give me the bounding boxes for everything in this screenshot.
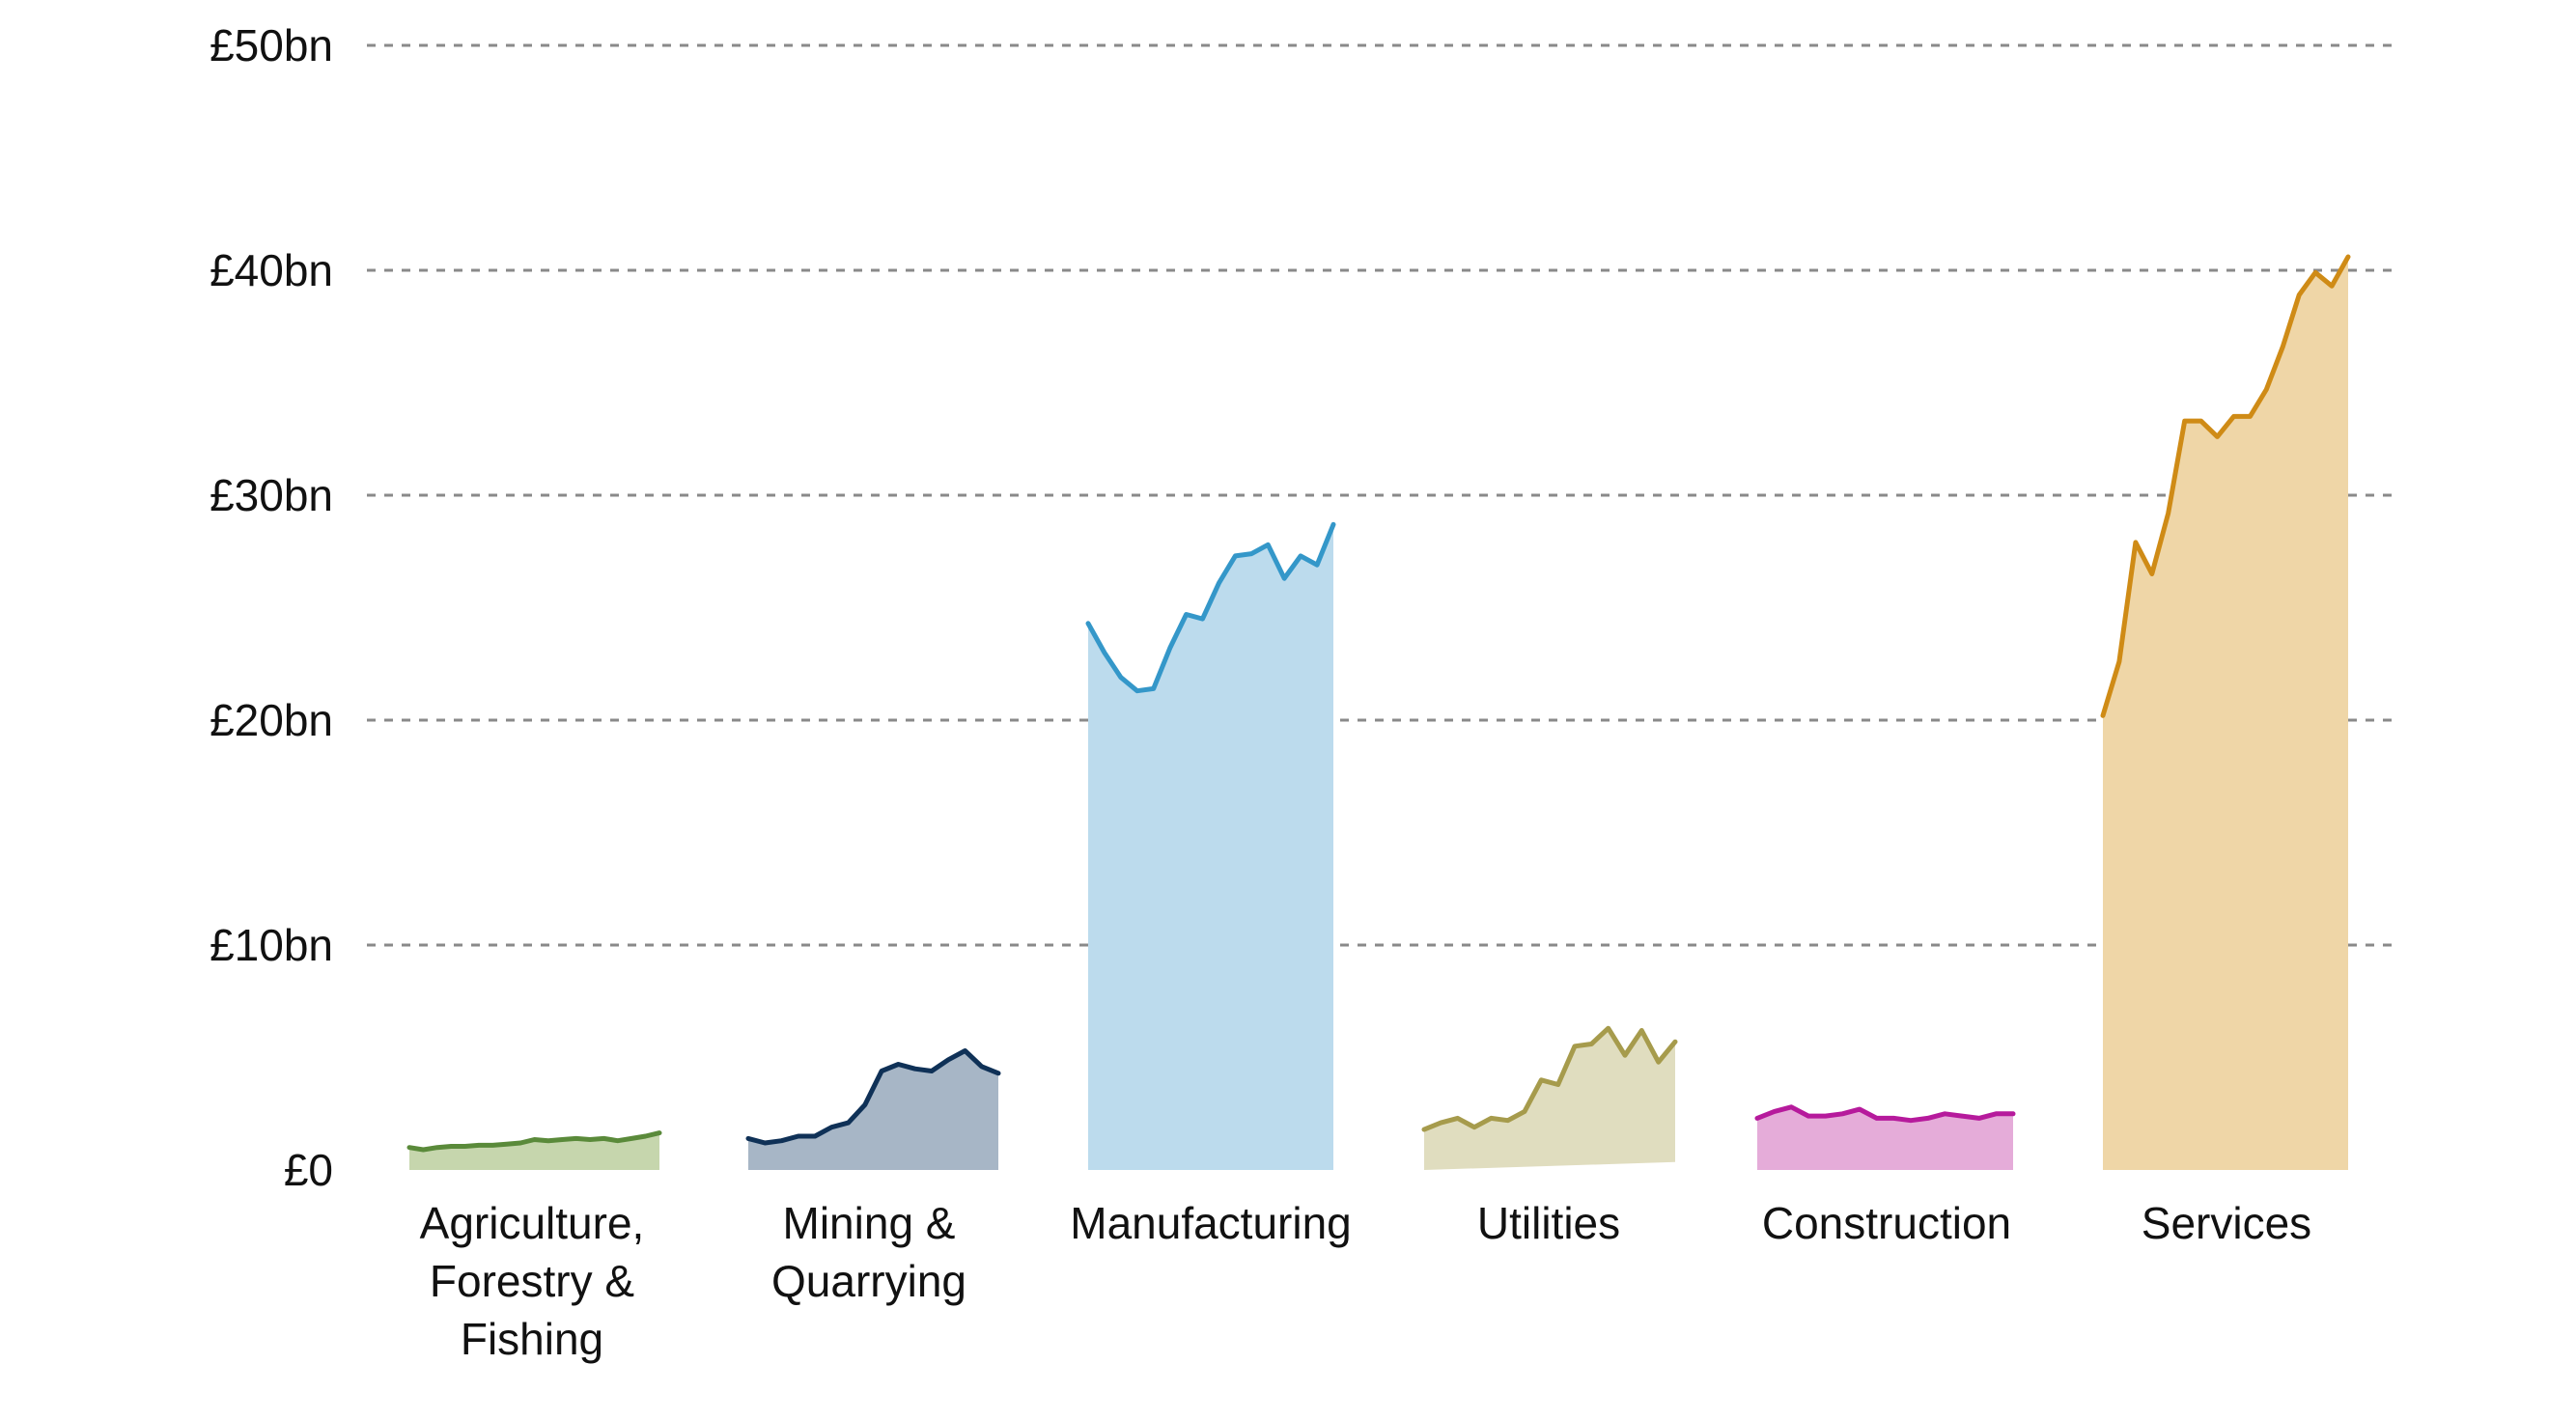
series-line [1421,1025,1678,1132]
category-label-line: Services [2142,1198,2311,1248]
gridlines [367,43,2394,947]
series-line [1754,1104,2016,1124]
category-label-line: Forestry & [430,1256,634,1306]
series-group [745,1048,1001,1170]
y-tick-label: £20bn [210,695,333,745]
series-area [2103,257,2348,1170]
category-label-line: Construction [1762,1198,2011,1248]
category-label-line: Quarrying [771,1256,966,1306]
category-label: Manufacturing [1070,1198,1352,1248]
category-label: Construction [1762,1198,2011,1248]
category-label-line: Manufacturing [1070,1198,1352,1248]
series-group [1421,1025,1678,1170]
series-line [745,1048,1001,1146]
y-tick-label: £40bn [210,245,333,295]
series-area [1088,524,1333,1170]
category-label: Mining & Quarrying [771,1198,966,1306]
x-axis: Agriculture, Forestry & Fishing Mining & Qua… [420,1198,2312,1364]
series-line [406,1130,662,1153]
category-label-line: Utilities [1477,1198,1620,1248]
series-line [1085,521,1336,694]
series-area [1424,1028,1675,1170]
series-group [2100,254,2351,1170]
series-line [2100,254,2351,718]
y-tick-label: £30bn [210,470,333,520]
series-group [406,1130,662,1170]
category-label: Utilities [1477,1198,1620,1248]
series-area [409,1132,659,1170]
series-areas [406,254,2351,1170]
category-label: Agriculture, Forestry & Fishing [420,1198,645,1364]
series-group [1754,1104,2016,1170]
category-label-line: Agriculture, [420,1198,645,1248]
series-area [1757,1106,2013,1170]
category-label: Services [2142,1198,2311,1248]
series-group [1085,521,1336,1170]
series-area [748,1050,998,1170]
y-tick-label: £50bn [210,20,333,70]
y-axis: £0 £10bn £20bn £30bn £40bn £50bn [210,20,333,1195]
y-tick-label: £10bn [210,920,333,970]
category-label-line: Mining & [783,1198,956,1248]
y-tick-label: £0 [284,1145,333,1195]
category-label-line: Fishing [461,1314,603,1364]
